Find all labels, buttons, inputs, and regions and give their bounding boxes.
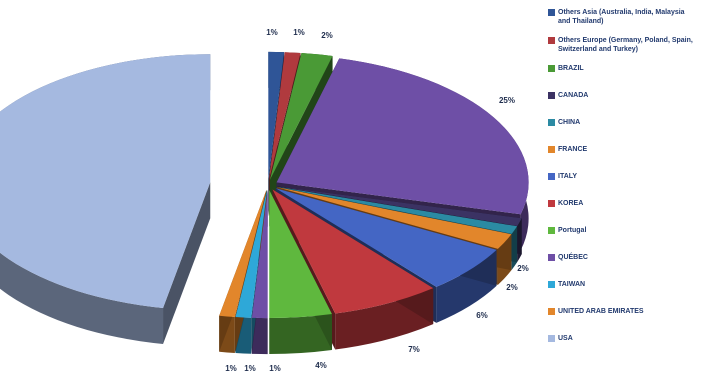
legend-item: Others Asia (Australia, India, Malaysia …: [548, 8, 698, 26]
legend-item: CANADA: [548, 91, 698, 100]
pie-slice-qu-bec: [276, 58, 529, 215]
slice-data-label: 2%: [506, 283, 518, 292]
legend-label: TAIWAN: [558, 281, 586, 288]
pie-slice-portugal: [269, 190, 332, 319]
legend-item: QUÉBEC: [548, 253, 698, 262]
legend-label: FRANCE: [558, 146, 588, 153]
pie-slice-others-asia-australia-india-malaysia-and-thailand-: [268, 51, 285, 180]
pie-slice-usa: [0, 54, 211, 308]
pie-slice-side: [269, 314, 332, 355]
pie-slice-taiwan: [235, 190, 268, 318]
legend-label: Others Europe (Germany, Poland, Spain, S…: [558, 37, 693, 53]
legend-label: UNITED ARAB EMIRATES: [558, 308, 644, 315]
pie-slice-canada: [277, 186, 522, 226]
legend-label: Portugal: [558, 227, 587, 234]
legend-swatch: [548, 335, 555, 342]
legend-swatch: [548, 254, 555, 261]
legend-label: Others Asia (Australia, India, Malaysia …: [558, 9, 685, 25]
legend-swatch: [548, 9, 555, 16]
pie-chart-plot: 1% 1% 2% 25% 2% 2% 6% 7% 4% 1% 1% 1%: [0, 28, 529, 373]
legend-label: BRAZIL: [558, 65, 584, 72]
pie-slice-china: [277, 186, 518, 234]
legend-swatch: [548, 200, 555, 207]
slice-data-label: 6%: [476, 311, 488, 320]
legend-label: CHINA: [558, 119, 581, 126]
legend-item: FRANCE: [548, 145, 698, 154]
slice-data-label: 1%: [225, 364, 237, 373]
legend-label: USA: [558, 335, 573, 342]
legend-label: KOREA: [558, 200, 584, 207]
legend-item: Others Europe (Germany, Poland, Spain, S…: [548, 36, 698, 54]
slice-data-label: 2%: [517, 264, 529, 273]
legend-item: KOREA: [548, 199, 698, 208]
legend-swatch: [548, 37, 555, 44]
pie-slice-wall: [163, 182, 211, 344]
legend-swatch: [548, 173, 555, 180]
legend-label: QUÉBEC: [558, 254, 588, 261]
legend-swatch: [548, 281, 555, 288]
legend-swatch: [548, 227, 555, 234]
slice-data-label: 25%: [499, 96, 515, 105]
legend-label: CANADA: [558, 92, 589, 99]
pie-slice-others-europe-germany-poland-spain-switzerland-and-turkey-: [268, 52, 301, 180]
slice-data-label: 1%: [266, 28, 278, 37]
pie-slice-united-arab-emirates: [219, 190, 267, 318]
legend-swatch: [548, 146, 555, 153]
slice-data-label: 4%: [315, 361, 327, 370]
slice-data-label: 1%: [293, 28, 305, 37]
slice-data-label: 7%: [408, 345, 420, 354]
legend-swatch: [548, 308, 555, 315]
legend-swatch: [548, 119, 555, 126]
pie-slice-qu-bec: [251, 190, 268, 319]
pie-slice-korea: [272, 189, 434, 314]
pie-slice-italy: [275, 188, 497, 287]
pie-slice-side: [251, 317, 268, 355]
legend-item: Portugal: [548, 226, 698, 235]
legend-item: ITALY: [548, 172, 698, 181]
legend-item: CHINA: [548, 118, 698, 127]
legend-label: ITALY: [558, 173, 578, 180]
legend-item: BRAZIL: [548, 64, 698, 73]
pie-slice-brazil: [269, 53, 333, 181]
legend-item: UNITED ARAB EMIRATES: [548, 307, 698, 316]
slice-data-label: 2%: [321, 31, 333, 40]
slice-data-label: 1%: [244, 364, 256, 373]
legend-item: USA: [548, 334, 698, 343]
legend-swatch: [548, 65, 555, 72]
legend-swatch: [548, 92, 555, 99]
chart-legend: Others Asia (Australia, India, Malaysia …: [548, 8, 698, 361]
slice-data-label: 1%: [269, 364, 281, 373]
legend-item: TAIWAN: [548, 280, 698, 289]
pie-slice-france: [277, 187, 512, 249]
